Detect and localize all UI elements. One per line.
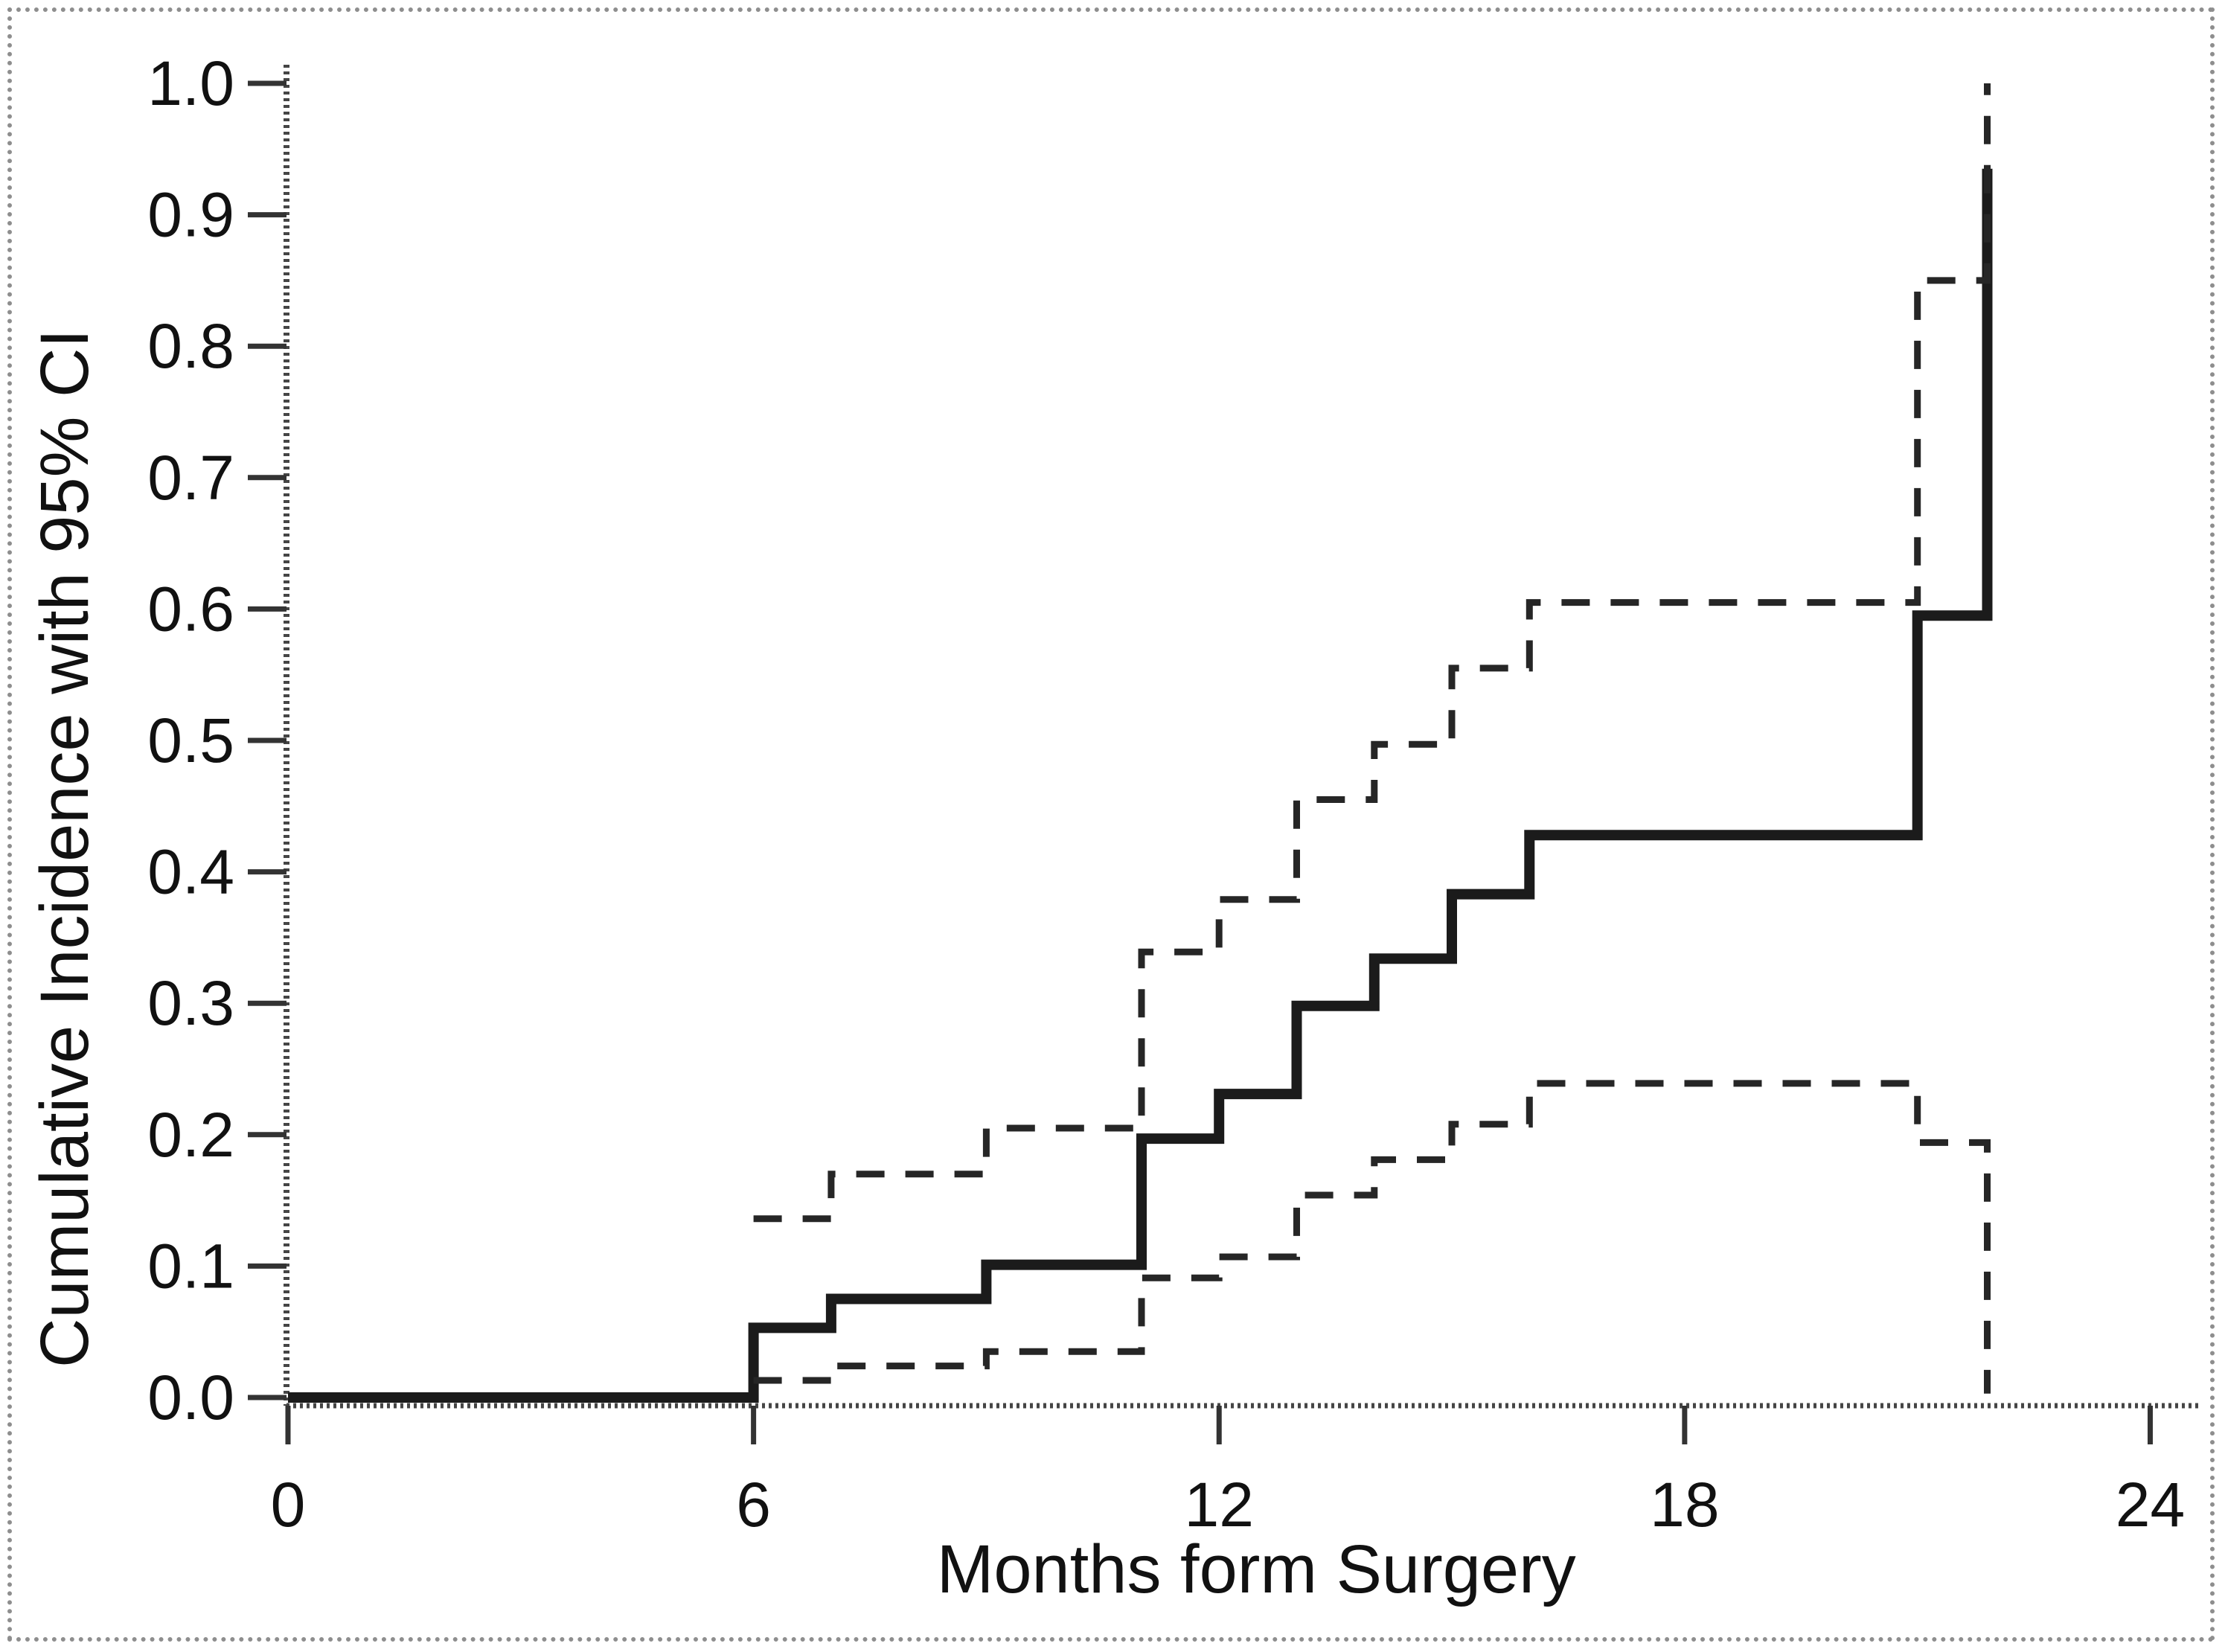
y-axis-title: Cumulative Incidence with 95% CI <box>27 329 103 1368</box>
x-tick-label: 0 <box>271 1470 306 1540</box>
y-tick-label: 0.2 <box>147 1100 234 1170</box>
x-tick-label: 24 <box>2116 1470 2185 1540</box>
x-tick-label: 6 <box>736 1470 771 1540</box>
y-tick-label: 0.8 <box>147 311 234 381</box>
y-tick-label: 0.9 <box>147 180 234 250</box>
x-axis-title: Months form Surgery <box>937 1531 1576 1607</box>
series-cumulative-incidence-estimate <box>288 168 1993 1403</box>
y-tick-label: 0.5 <box>147 705 234 775</box>
x-tick-label: 12 <box>1185 1470 1254 1540</box>
y-tick-label: 0.7 <box>147 443 234 513</box>
y-tick-label: 0.3 <box>147 968 234 1038</box>
y-tick-label: 0.0 <box>147 1363 234 1432</box>
series-lower-95-ci <box>753 1080 1991 1394</box>
y-tick-label: 0.1 <box>147 1231 234 1301</box>
y-tick-label: 0.4 <box>147 837 234 907</box>
y-tick-label: 0.6 <box>147 574 234 644</box>
series-upper-95-ci <box>753 83 1991 1223</box>
y-tick-label: 1.0 <box>147 48 234 118</box>
x-tick-label: 18 <box>1650 1470 1719 1540</box>
